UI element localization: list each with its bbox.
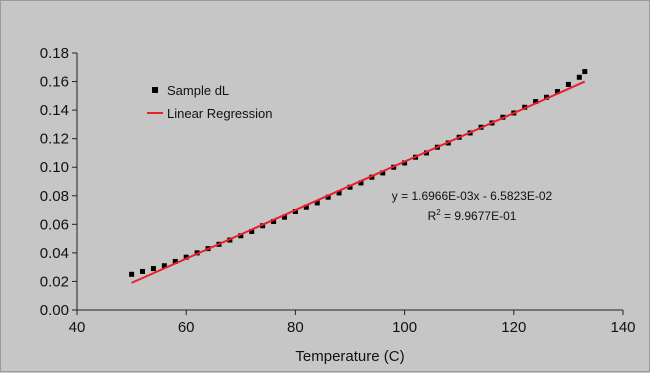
sample-dl-point bbox=[260, 223, 266, 229]
sample-dl-point bbox=[292, 208, 298, 214]
y-tick-label: 0.06 bbox=[40, 216, 69, 233]
x-tick-label: 120 bbox=[501, 319, 526, 336]
sample-dl-point bbox=[565, 81, 571, 87]
legend-label-sample-dl: Sample dL bbox=[167, 83, 229, 98]
sample-dl-series bbox=[129, 69, 588, 277]
legend-marker-sample-dl bbox=[152, 87, 158, 93]
sample-dl-point bbox=[533, 99, 539, 105]
sample-dl-point bbox=[325, 194, 331, 200]
r-value: = 9.9677E-01 bbox=[441, 209, 517, 223]
sample-dl-point bbox=[303, 204, 309, 210]
sample-dl-point bbox=[358, 180, 364, 186]
y-tick-label: 0.16 bbox=[40, 74, 69, 91]
sample-dl-point bbox=[402, 160, 408, 166]
sample-dl-point bbox=[582, 69, 588, 75]
sample-dl-point bbox=[544, 94, 550, 100]
sample-dl-point bbox=[576, 74, 582, 80]
x-axis-ticks: 40 60 80 100 120 140 bbox=[69, 310, 636, 336]
sample-dl-point bbox=[238, 233, 244, 239]
sample-dl-point bbox=[172, 258, 178, 264]
y-tick-label: 0.04 bbox=[40, 245, 69, 262]
sample-dl-point bbox=[249, 228, 255, 234]
r-superscript: 2 bbox=[436, 208, 441, 217]
sample-dl-point bbox=[271, 218, 277, 224]
legend: Sample dL Linear Regression bbox=[147, 83, 273, 121]
sample-dl-point bbox=[161, 263, 167, 269]
x-tick-label: 40 bbox=[69, 319, 86, 336]
x-tick-label: 140 bbox=[610, 319, 635, 336]
y-tick-label: 0.14 bbox=[40, 102, 69, 119]
regression-r-squared: R2 = 9.9677E-01 bbox=[428, 208, 517, 223]
r-label: R bbox=[428, 209, 437, 223]
sample-dl-point bbox=[336, 190, 342, 196]
x-axis-title: Temperature (C) bbox=[295, 348, 404, 365]
x-tick-label: 80 bbox=[287, 319, 304, 336]
x-tick-label: 60 bbox=[178, 319, 195, 336]
sample-dl-point bbox=[554, 89, 560, 95]
y-axis-ticks: 0.00 0.02 0.04 0.06 0.08 0.10 0.12 0.14 0.16 0.18 bbox=[40, 45, 77, 319]
sample-dl-point bbox=[380, 170, 386, 176]
sample-dl-point bbox=[150, 266, 156, 272]
regression-line bbox=[131, 80, 586, 284]
x-tick-label: 100 bbox=[392, 319, 417, 336]
sample-dl-point bbox=[140, 268, 146, 274]
sample-dl-point bbox=[314, 200, 320, 206]
legend-label-linear-regression: Linear Regression bbox=[167, 106, 273, 121]
regression-series bbox=[131, 80, 586, 284]
y-tick-label: 0.10 bbox=[40, 159, 69, 176]
y-tick-label: 0.12 bbox=[40, 131, 69, 148]
y-tick-label: 0.18 bbox=[40, 45, 69, 62]
y-tick-label: 0.08 bbox=[40, 188, 69, 205]
sample-dl-point bbox=[281, 214, 287, 220]
regression-equation: y = 1.6966E-03x - 6.5823E-02 bbox=[392, 189, 553, 203]
sample-dl-point bbox=[347, 184, 353, 190]
sample-dl-point bbox=[129, 271, 135, 277]
sample-dl-point bbox=[183, 254, 189, 260]
plot-area bbox=[76, 53, 623, 311]
y-tick-label: 0.02 bbox=[40, 273, 69, 290]
y-tick-label: 0.00 bbox=[40, 302, 69, 319]
